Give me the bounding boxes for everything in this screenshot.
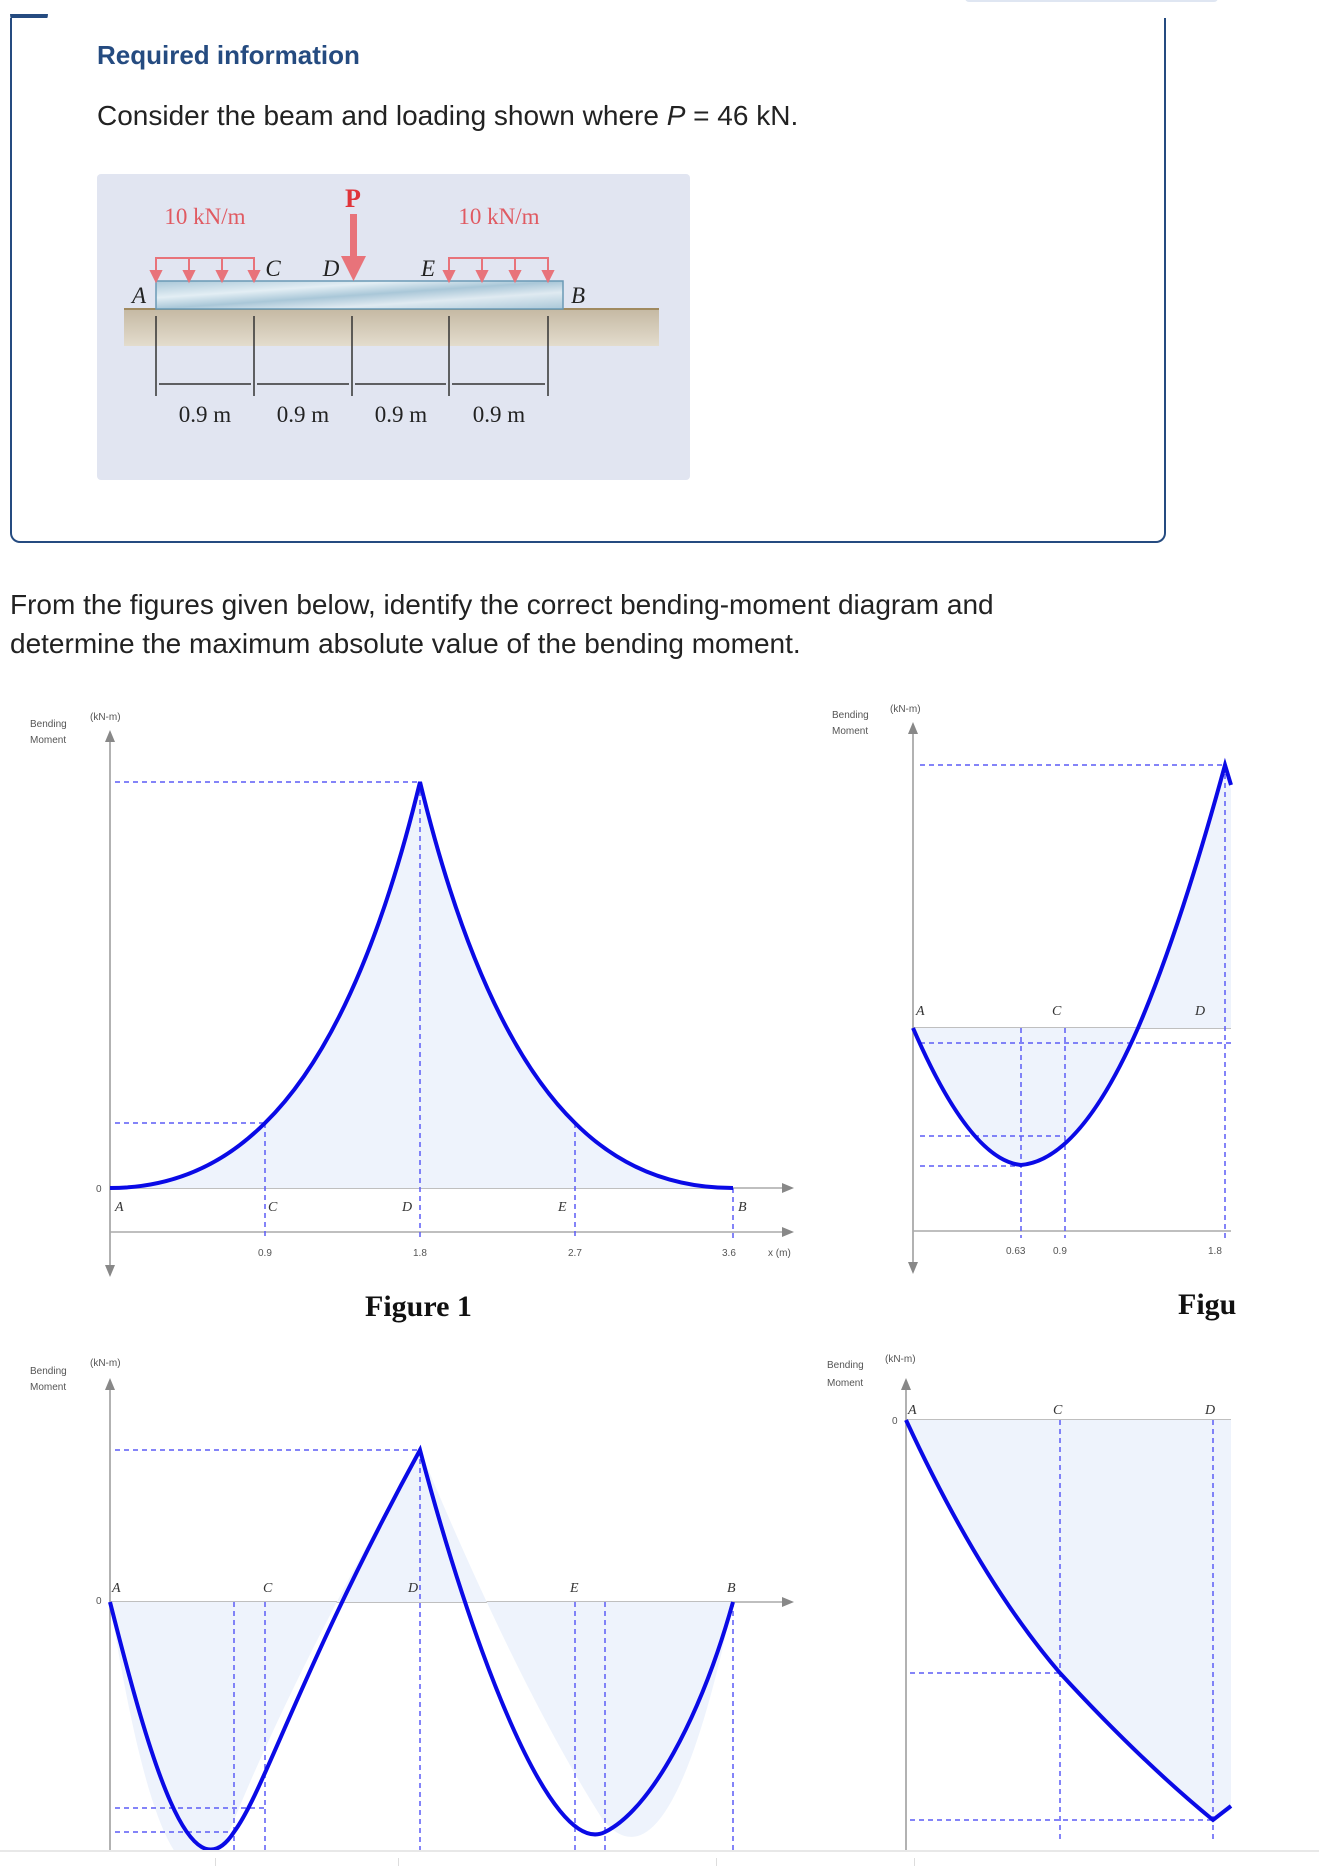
svg-text:D: D xyxy=(407,1581,418,1596)
svg-text:(kN-m): (kN-m) xyxy=(885,1354,916,1365)
svg-text:Moment: Moment xyxy=(30,735,66,746)
load-right-label: 10 kN/m xyxy=(458,204,539,229)
figure-1-plot: Bending Moment (kN-m) 0 0.9 1.8 2.7 3.6 x (… xyxy=(30,712,794,1277)
required-info-card xyxy=(10,18,1166,543)
figure-2-caption: Figu xyxy=(1178,1288,1237,1321)
point-B-label: B xyxy=(571,283,585,308)
svg-text:C: C xyxy=(263,1581,273,1596)
point-load-label: P xyxy=(345,184,361,213)
svg-text:0: 0 xyxy=(96,1184,102,1195)
beam xyxy=(155,280,564,310)
beam-loading-figure: P 10 kN/m 10 kN/m A C D E B 0.9 m 0.9 m … xyxy=(97,174,690,480)
svg-text:0: 0 xyxy=(96,1596,102,1607)
toolbar-divider xyxy=(716,1858,717,1866)
svg-text:0: 0 xyxy=(892,1416,898,1427)
svg-text:Bending: Bending xyxy=(30,1366,67,1377)
svg-text:C: C xyxy=(1053,1403,1063,1418)
point-load-arrow xyxy=(341,214,366,281)
figure-1-chart: Bending Moment (kN-m) 0 0.9 1.8 2.7 3.6 x (… xyxy=(0,700,820,1340)
svg-text:Moment: Moment xyxy=(30,1382,66,1393)
svg-text:Bending: Bending xyxy=(30,719,67,730)
toolbar-divider xyxy=(914,1858,915,1866)
question-text: From the figures given below, identify t… xyxy=(10,585,1210,663)
svg-text:Moment: Moment xyxy=(827,1378,863,1389)
problem-statement: Consider the beam and loading shown wher… xyxy=(97,100,799,131)
span-DE: 0.9 m xyxy=(375,402,428,427)
svg-text:(kN-m): (kN-m) xyxy=(90,1358,121,1369)
figure-4-chart: Bending Moment (kN-m) 0 A C D xyxy=(820,1340,1319,1850)
span-EB: 0.9 m xyxy=(473,402,526,427)
span-AC: 0.9 m xyxy=(179,402,232,427)
svg-text:E: E xyxy=(569,1581,579,1596)
bottom-toolbar xyxy=(0,1850,1319,1868)
svg-text:(kN-m): (kN-m) xyxy=(90,712,121,723)
toolbar-divider xyxy=(215,1858,216,1866)
svg-text:0.9: 0.9 xyxy=(1053,1246,1067,1257)
svg-text:C: C xyxy=(1052,1004,1062,1019)
svg-text:(kN-m): (kN-m) xyxy=(890,704,921,715)
svg-text:C: C xyxy=(268,1200,278,1215)
figure-4-plot: Bending Moment (kN-m) 0 A C D xyxy=(827,1354,1233,1850)
question-line-2: determine the maximum absolute value of … xyxy=(10,628,801,659)
svg-text:Bending: Bending xyxy=(827,1360,864,1371)
question-line-1: From the figures given below, identify t… xyxy=(10,589,994,620)
beam-diagram: P 10 kN/m 10 kN/m A C D E B 0.9 m 0.9 m … xyxy=(124,184,659,427)
required-info-title: Required information xyxy=(97,40,360,70)
svg-text:2.7: 2.7 xyxy=(568,1248,582,1259)
dimension-lines xyxy=(155,316,549,396)
svg-text:1.8: 1.8 xyxy=(1208,1246,1222,1257)
svg-text:A: A xyxy=(111,1581,121,1596)
svg-text:A: A xyxy=(114,1200,124,1215)
svg-text:x (m): x (m) xyxy=(768,1248,791,1259)
svg-text:A: A xyxy=(907,1403,917,1418)
svg-text:Moment: Moment xyxy=(832,726,868,737)
svg-text:D: D xyxy=(401,1200,412,1215)
svg-text:B: B xyxy=(727,1581,736,1596)
svg-text:1.8: 1.8 xyxy=(413,1248,427,1259)
figure-3-chart: Bending Moment (kN-m) 0 A C D E B xyxy=(0,1340,820,1868)
svg-text:0.9: 0.9 xyxy=(258,1248,272,1259)
svg-text:B: B xyxy=(738,1200,747,1215)
card-cap xyxy=(10,14,48,26)
span-CD: 0.9 m xyxy=(277,402,330,427)
svg-text:D: D xyxy=(1204,1403,1215,1418)
toolbar-divider xyxy=(398,1858,399,1866)
figure-2-plot: Bending Moment (kN-m) 0.63 0.9 1.8 A C D xyxy=(832,704,1233,1274)
figure-1-caption: Figure 1 xyxy=(365,1290,472,1323)
distributed-load-right xyxy=(442,257,555,284)
point-E-label: E xyxy=(420,256,435,281)
svg-text:3.6: 3.6 xyxy=(722,1248,736,1259)
svg-text:0.63: 0.63 xyxy=(1006,1246,1026,1257)
top-scroll-bar xyxy=(965,0,1218,2)
point-A-label: A xyxy=(130,283,147,308)
figure-2-chart: Bending Moment (kN-m) 0.63 0.9 1.8 A C D Fig… xyxy=(820,690,1319,1340)
load-left-label: 10 kN/m xyxy=(164,204,245,229)
svg-text:Bending: Bending xyxy=(832,710,869,721)
distributed-load-left xyxy=(149,257,261,284)
svg-text:A: A xyxy=(915,1004,925,1019)
point-D-label: D xyxy=(322,256,340,281)
point-C-label: C xyxy=(265,256,281,281)
ground xyxy=(124,309,659,346)
figure-3-plot: Bending Moment (kN-m) 0 A C D E B xyxy=(30,1358,794,1868)
svg-text:D: D xyxy=(1194,1004,1205,1019)
svg-text:E: E xyxy=(557,1200,567,1215)
